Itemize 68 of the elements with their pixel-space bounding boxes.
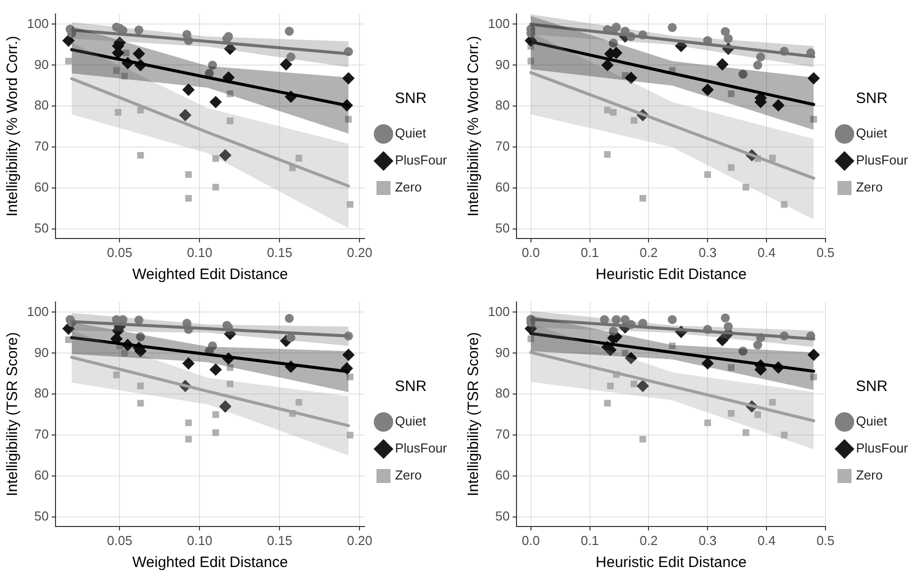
legend-title: SNR <box>856 90 888 108</box>
y-tick-label: 70 <box>34 426 49 442</box>
y-tick-label: 100 <box>488 304 510 319</box>
y-tick-label: 50 <box>495 220 510 236</box>
y-tick-label: 90 <box>34 344 49 360</box>
y-tick-label: 60 <box>34 180 49 195</box>
x-tick-label: 0.05 <box>107 532 132 548</box>
legend-title: SNR <box>394 378 427 396</box>
y-tick-label: 50 <box>34 220 49 236</box>
legend-label: Quiet <box>856 126 888 141</box>
y-tick-label: 90 <box>495 344 510 360</box>
x-axis-title: Heuristic Edit Distance <box>596 554 747 572</box>
y-tick-label: 90 <box>34 56 49 72</box>
y-tick-label: 70 <box>495 426 510 442</box>
x-tick-label: 0.15 <box>267 244 292 260</box>
x-tick-label: 0.5 <box>816 244 835 260</box>
legend-label: PlusFour <box>394 152 448 168</box>
x-axis-title: Weighted Edit Distance <box>132 554 288 572</box>
x-tick-label: 0.05 <box>107 244 132 260</box>
y-tick-label: 80 <box>495 386 510 401</box>
x-tick-label: 0.1 <box>580 244 599 260</box>
legend-label: Zero <box>394 468 422 483</box>
legend-label: PlusFour <box>856 152 909 168</box>
legend-label: PlusFour <box>394 440 448 456</box>
legend-label: Zero <box>856 180 883 195</box>
x-axis-title: Heuristic Edit Distance <box>596 266 747 284</box>
x-tick-label: 0.0 <box>522 532 540 548</box>
legend-label: Zero <box>394 180 422 195</box>
y-axis-title: Intelligibility (TSR Score) <box>465 332 482 496</box>
x-tick-label: 0.3 <box>698 532 717 548</box>
x-tick-label: 0.4 <box>758 532 776 548</box>
x-tick-label: 0.10 <box>187 244 212 260</box>
x-tick-label: 0.1 <box>580 532 599 548</box>
y-tick-label: 50 <box>34 508 49 524</box>
y-tick-label: 100 <box>488 16 510 31</box>
y-tick-label: 50 <box>495 508 510 524</box>
x-tick-label: 0.2 <box>640 244 658 260</box>
y-tick-label: 100 <box>26 304 49 319</box>
x-tick-label: 0.2 <box>640 532 658 548</box>
y-tick-label: 80 <box>495 98 510 113</box>
x-tick-label: 0.15 <box>267 532 292 548</box>
legend-label: Quiet <box>394 126 426 141</box>
y-tick-label: 90 <box>495 56 510 72</box>
legend-label: Zero <box>856 468 883 483</box>
y-tick-label: 60 <box>495 180 510 195</box>
y-tick-label: 60 <box>34 468 49 483</box>
x-tick-label: 0.5 <box>816 532 835 548</box>
legend-label: Quiet <box>856 414 888 429</box>
legend-title: SNR <box>856 378 888 396</box>
y-tick-label: 100 <box>26 16 49 31</box>
x-tick-label: 0.10 <box>187 532 212 548</box>
x-tick-label: 0.0 <box>522 244 540 260</box>
x-tick-label: 0.20 <box>347 532 372 548</box>
x-tick-label: 0.4 <box>758 244 776 260</box>
y-axis-title: Intelligibility (% Word Corr.) <box>465 36 482 217</box>
y-tick-label: 80 <box>34 98 49 113</box>
y-tick-label: 70 <box>495 138 510 154</box>
y-axis-title: Intelligibility (% Word Corr.) <box>4 36 22 217</box>
y-tick-label: 70 <box>34 138 49 154</box>
x-tick-label: 0.3 <box>698 244 717 260</box>
y-axis-title: Intelligibility (TSR Score) <box>4 332 22 496</box>
legend-title: SNR <box>394 90 427 108</box>
legend-label: PlusFour <box>856 440 909 456</box>
x-axis-title: Weighted Edit Distance <box>132 266 288 284</box>
x-tick-label: 0.20 <box>347 244 372 260</box>
y-tick-label: 80 <box>34 386 49 401</box>
y-tick-label: 60 <box>495 468 510 483</box>
legend-label: Quiet <box>394 414 426 429</box>
